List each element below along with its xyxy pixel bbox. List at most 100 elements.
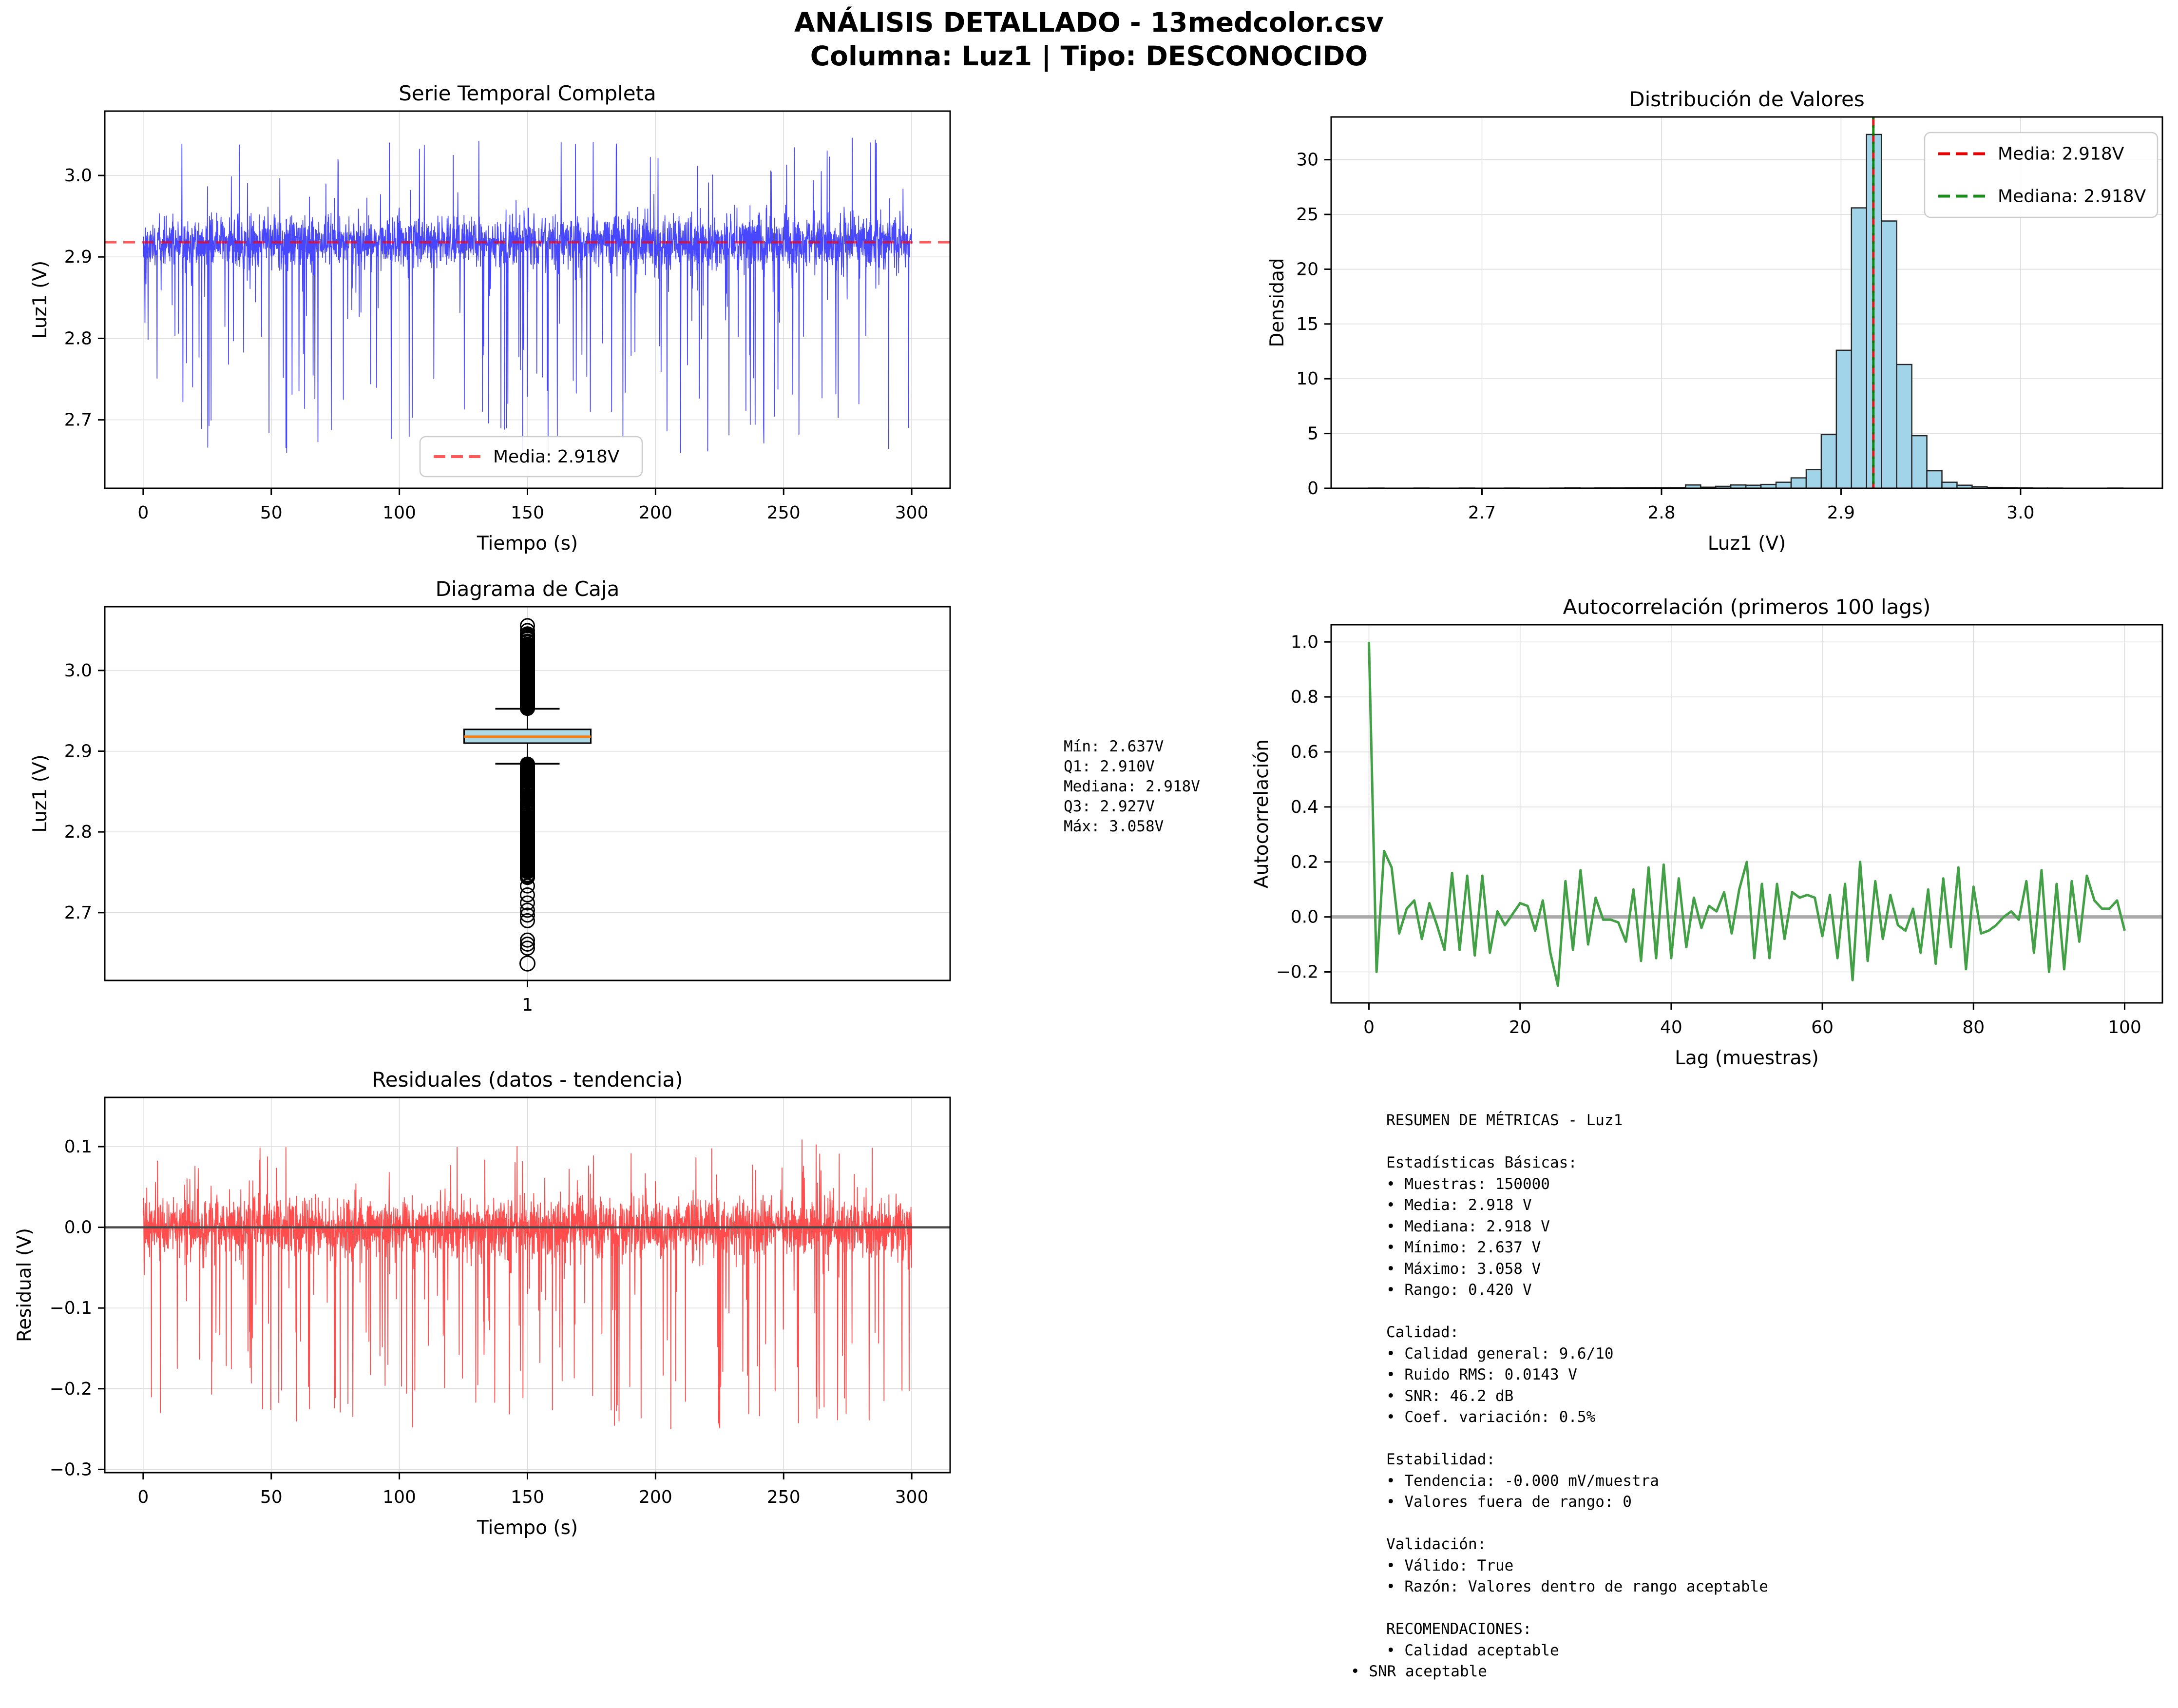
box-outlier bbox=[520, 623, 535, 638]
y-tick-label: −0.2 bbox=[50, 1379, 92, 1399]
x-axis-label: Luz1 (V) bbox=[1708, 533, 1786, 555]
legend-label: Media: 2.918V bbox=[1998, 144, 2124, 164]
residuals-line bbox=[143, 1139, 912, 1430]
x-axis-label: Lag (muestras) bbox=[1675, 1047, 1819, 1069]
y-tick-label: 3.0 bbox=[64, 166, 92, 186]
y-tick-label: 0.8 bbox=[1291, 687, 1318, 707]
x-tick-label: 40 bbox=[1660, 1017, 1682, 1037]
box-outlier bbox=[520, 858, 535, 874]
y-axis-label: Densidad bbox=[1266, 258, 1288, 347]
box-outlier bbox=[520, 913, 535, 928]
x-tick-label: 0 bbox=[1363, 1017, 1375, 1037]
box-outlier bbox=[520, 689, 535, 705]
histogram-bar bbox=[1805, 469, 1822, 489]
x-tick-label: 20 bbox=[1509, 1017, 1531, 1037]
x-tick-label: 300 bbox=[895, 1487, 929, 1507]
histogram-bar bbox=[1851, 207, 1868, 489]
x-tick-label: 80 bbox=[1962, 1017, 1985, 1037]
legend-box bbox=[419, 436, 643, 478]
box-outlier bbox=[520, 813, 535, 829]
figure-suptitle-line2: Columna: Luz1 | Tipo: DESCONOCIDO bbox=[810, 40, 1368, 72]
y-tick-label: 30 bbox=[1296, 150, 1318, 170]
x-tick-label: 2.7 bbox=[1468, 503, 1496, 523]
box-outlier bbox=[520, 887, 535, 902]
boxplot-stats-text: Mín: 2.637V Q1: 2.910V Mediana: 2.918V Q… bbox=[1064, 738, 1200, 835]
y-tick-label: −0.1 bbox=[50, 1298, 92, 1318]
x-tick-label: 150 bbox=[511, 503, 544, 523]
box-outlier bbox=[520, 804, 535, 819]
box-outlier bbox=[520, 676, 535, 692]
axes-spines bbox=[1330, 624, 2163, 1004]
x-axis-label: Tiempo (s) bbox=[477, 533, 578, 555]
y-tick-label: 0.4 bbox=[1291, 797, 1318, 817]
metrics-snr-line: • SNR aceptable bbox=[1351, 1663, 1487, 1680]
box-outlier bbox=[520, 682, 535, 697]
box-outlier bbox=[520, 895, 535, 911]
y-tick-label: 5 bbox=[1307, 424, 1318, 444]
y-axis-label: Residual (V) bbox=[14, 1228, 36, 1342]
chart-title: Serie Temporal Completa bbox=[399, 81, 656, 105]
y-tick-label: 2.7 bbox=[64, 903, 92, 923]
y-tick-label: 2.9 bbox=[64, 742, 92, 762]
timeseries-line bbox=[143, 137, 912, 453]
y-tick-label: −0.2 bbox=[1276, 962, 1318, 982]
x-axis-label: Tiempo (s) bbox=[477, 1517, 578, 1539]
y-tick-label: 15 bbox=[1296, 314, 1318, 334]
x-tick-label: 2.9 bbox=[1827, 503, 1855, 523]
y-tick-label: 2.9 bbox=[64, 247, 92, 267]
x-tick-label: 3.0 bbox=[2006, 503, 2034, 523]
histogram-bar bbox=[1896, 364, 1912, 489]
x-tick-label: 0 bbox=[137, 1487, 149, 1507]
box-outlier bbox=[520, 830, 535, 846]
box-outlier bbox=[520, 902, 535, 918]
x-tick-label: 250 bbox=[767, 503, 801, 523]
box-outlier bbox=[520, 777, 535, 792]
box-outlier bbox=[520, 618, 535, 633]
x-tick-label: 200 bbox=[639, 1487, 672, 1507]
y-tick-label: −0.3 bbox=[50, 1459, 92, 1479]
box-outlier bbox=[520, 642, 535, 658]
x-tick-label: 100 bbox=[382, 1487, 416, 1507]
histogram-bar bbox=[1881, 220, 1897, 489]
chart-title: Autocorrelación (primeros 100 lags) bbox=[1563, 595, 1931, 619]
box-outlier bbox=[520, 627, 535, 643]
y-tick-label: 3.0 bbox=[64, 661, 92, 681]
box-outlier bbox=[520, 698, 535, 714]
y-tick-label: 25 bbox=[1296, 205, 1318, 225]
histogram-bar bbox=[1790, 477, 1807, 489]
box-outlier bbox=[520, 789, 535, 805]
chart-title: Diagrama de Caja bbox=[436, 577, 620, 601]
histogram-bar bbox=[1941, 481, 1958, 489]
histogram-bar bbox=[1820, 434, 1837, 489]
x-tick-label: 250 bbox=[767, 1487, 801, 1507]
box-outlier bbox=[520, 653, 535, 669]
y-tick-label: 2.8 bbox=[64, 822, 92, 842]
y-axis-label: Luz1 (V) bbox=[29, 754, 51, 833]
y-tick-label: 2.7 bbox=[64, 410, 92, 430]
box-outlier bbox=[520, 936, 535, 952]
figure-suptitle-line1: ANÁLISIS DETALLADO - 13medcolor.csv bbox=[794, 7, 1384, 38]
y-axis-label: Luz1 (V) bbox=[29, 261, 51, 339]
x-tick-label: 60 bbox=[1811, 1017, 1834, 1037]
x-tick-label: 300 bbox=[895, 503, 929, 523]
y-axis-label: Autocorrelación bbox=[1251, 739, 1273, 888]
box-outlier bbox=[520, 867, 535, 883]
box-outlier bbox=[520, 633, 535, 649]
y-tick-label: 0 bbox=[1307, 479, 1318, 499]
histogram-bar bbox=[1911, 435, 1928, 489]
y-tick-label: 20 bbox=[1296, 259, 1318, 279]
box-outlier bbox=[520, 833, 535, 849]
box-outlier bbox=[520, 878, 535, 894]
x-tick-label: 0 bbox=[137, 503, 149, 523]
metrics-summary-text: RESUMEN DE MÉTRICAS - Luz1 Estadísticas … bbox=[1386, 1112, 1768, 1659]
autocorrelation-line bbox=[1368, 642, 2126, 987]
axes-spines bbox=[1330, 116, 2163, 489]
box-outlier bbox=[520, 840, 535, 856]
y-tick-label: 0.0 bbox=[1291, 907, 1318, 927]
x-tick-label: 100 bbox=[382, 503, 416, 523]
y-tick-label: 0.6 bbox=[1291, 742, 1318, 762]
y-tick-label: 0.1 bbox=[64, 1137, 92, 1157]
x-tick-label: 150 bbox=[511, 1487, 544, 1507]
box-outlier bbox=[520, 932, 535, 948]
